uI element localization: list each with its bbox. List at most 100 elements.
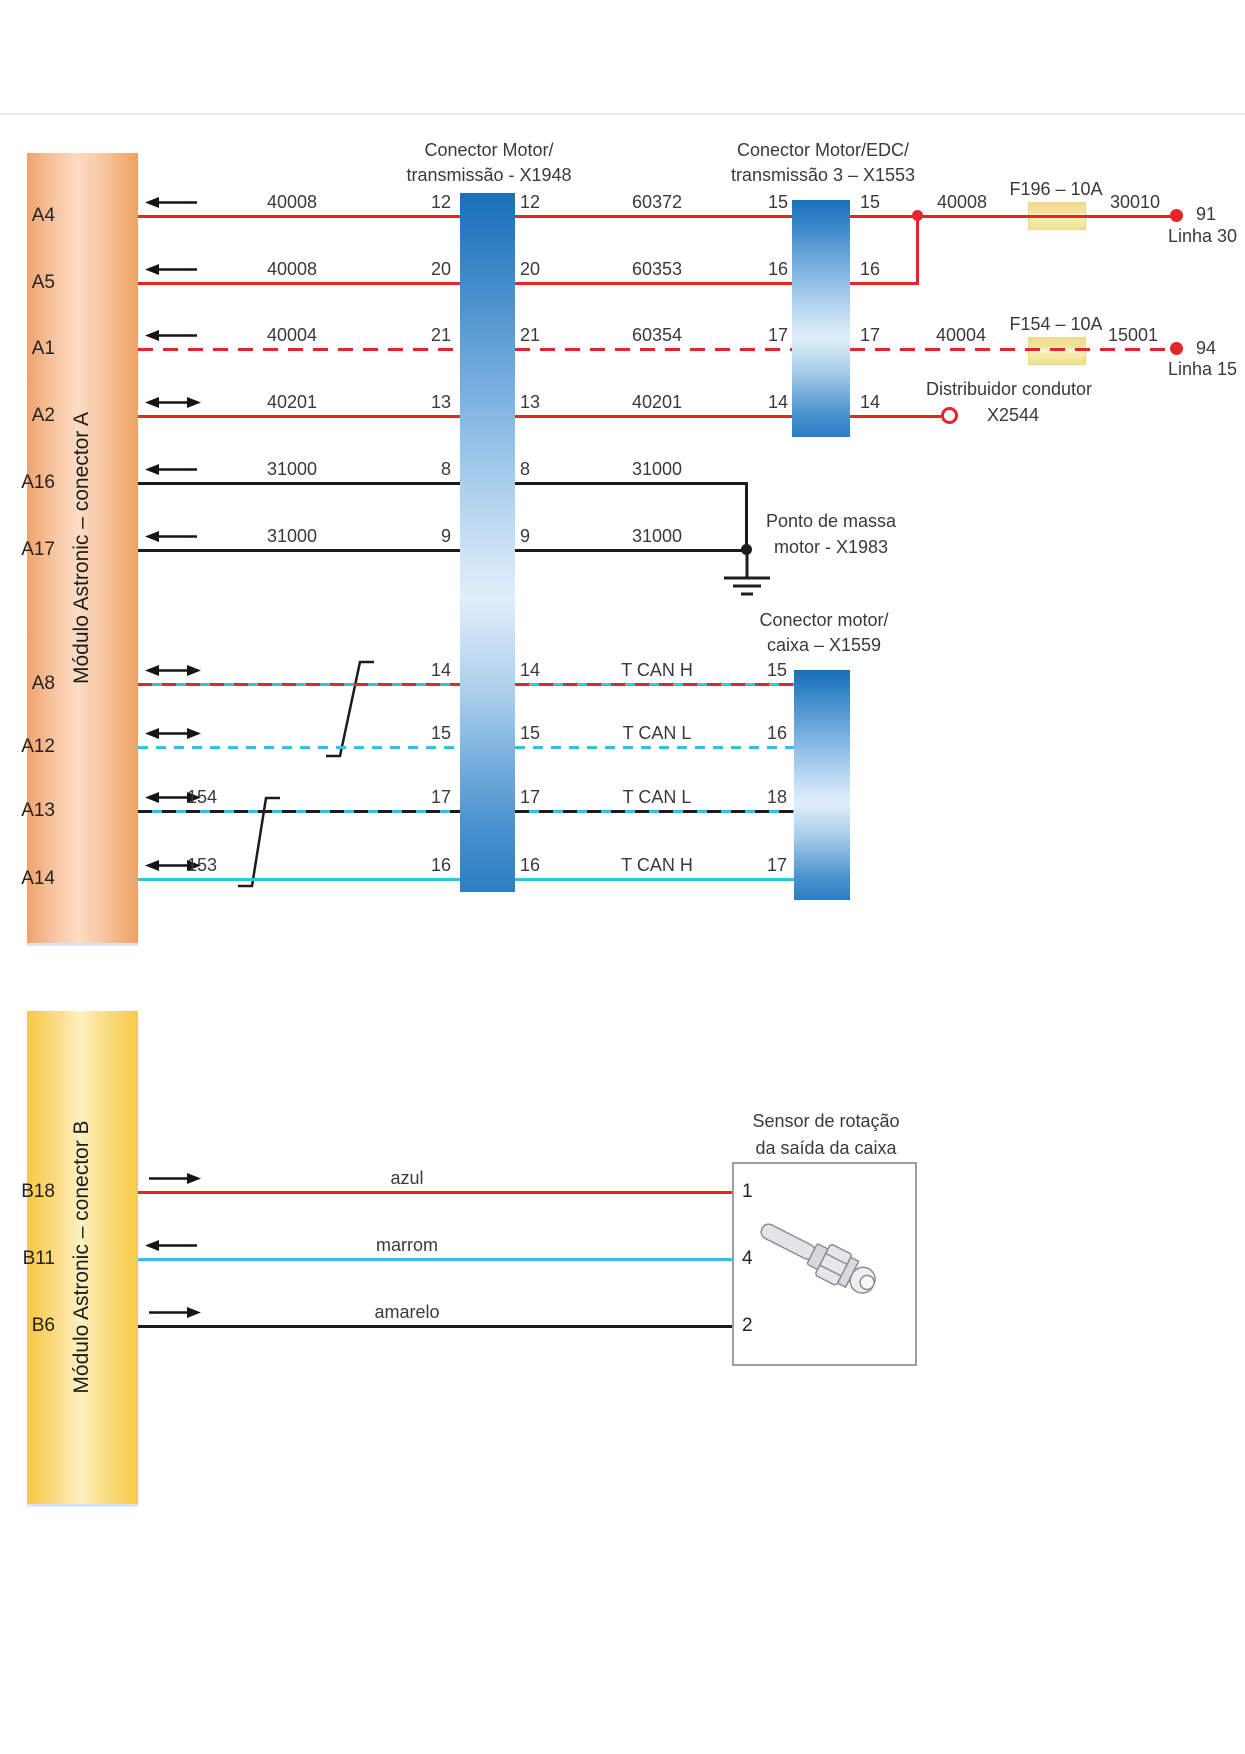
- module-a-pin-label: A4: [31, 205, 55, 226]
- pin-number-x1948-left: 20: [430, 259, 451, 279]
- connector-x1553-title: transmissão 3 – X1553: [730, 165, 916, 185]
- module-a-pin-label: A17: [21, 539, 55, 560]
- sensor-pin-label: 4: [742, 1248, 753, 1269]
- wire-name-label: 60354: [631, 325, 683, 345]
- pin-number-x1948-left: 16: [430, 855, 451, 875]
- wire-a8-module-segment: [138, 682, 460, 686]
- wire-a1-right-segment: [850, 347, 1172, 351]
- wire-a1-module-segment: [138, 347, 460, 351]
- module-b-bar: [27, 1011, 138, 1507]
- wire-a13-module-segment: [138, 809, 460, 813]
- module-a-pin-label: A14: [21, 868, 55, 889]
- module-a-label: Módulo Astronic – conector A: [70, 412, 93, 684]
- wire-number-label: 40004: [935, 325, 987, 345]
- pin-number-x1948-right: 13: [520, 392, 541, 412]
- pin-number-x1948-left: 8: [440, 459, 451, 479]
- distributor-code-label: X2544: [986, 405, 1040, 425]
- sensor-box: [732, 1162, 917, 1366]
- pin-number-x1948-right: 14: [520, 660, 541, 680]
- twisted-pair-marker: [326, 660, 374, 758]
- pin-number-x1553-right: 15: [860, 192, 881, 212]
- distributor-label: Distribuidor condutor: [925, 379, 1093, 399]
- wire-name-label: 60353: [631, 259, 683, 279]
- terminal-91-label: 91: [1196, 204, 1217, 224]
- connector-x1559-title: Conector motor/: [759, 610, 889, 630]
- pin-number-x1948-right: 17: [520, 787, 541, 807]
- fuse-f154-label: F154 – 10A: [1009, 314, 1103, 334]
- pin-number-x1948-right: 16: [520, 855, 541, 875]
- wire-a16-module-segment: [138, 481, 460, 485]
- module-a-pin-label: A5: [31, 272, 55, 293]
- pin-number-x1553-left: 15: [767, 192, 788, 212]
- wire-a5-mid-segment: [515, 281, 792, 285]
- pin-number-x1553-right: 16: [860, 259, 881, 279]
- both-arrow-icon: [145, 792, 201, 803]
- wire-number-label: 31000: [266, 526, 318, 546]
- module-a-pin-label: A8: [31, 673, 55, 694]
- wire-branch-vertical: [916, 216, 919, 283]
- connector-x1553-bar: [792, 200, 850, 437]
- wire-name-label: 31000: [631, 526, 683, 546]
- wire-a2-mid-segment: [515, 414, 792, 418]
- fuse-f154: [1028, 337, 1086, 365]
- module-a-pin-label: A1: [31, 338, 55, 359]
- connector-terminal-x2544-icon: [941, 407, 958, 424]
- wire-number-label: 31000: [266, 459, 318, 479]
- pin-number-x1948-right: 21: [520, 325, 541, 345]
- left-arrow-icon: [145, 197, 197, 208]
- terminal-94-label: 94: [1196, 338, 1217, 358]
- right-arrow-icon: [149, 1173, 201, 1184]
- twisted-pair-marker: [238, 796, 280, 888]
- module-a-pin-label: A13: [21, 800, 55, 821]
- pin-number-x1553-left: 16: [767, 259, 788, 279]
- wire-b11-segment: [138, 1257, 732, 1261]
- module-a-bar: [27, 153, 138, 946]
- wire-a5-module-segment: [138, 281, 460, 285]
- wire-a5-right-segment: [850, 281, 919, 285]
- wire-a8-mid-segment: [515, 682, 794, 686]
- connector-x1553-title: Conector Motor/EDC/: [736, 140, 910, 160]
- wire-b18-segment: [138, 1190, 732, 1194]
- wire-a1-mid-segment: [515, 347, 792, 351]
- wire-number-label: 40201: [266, 392, 318, 412]
- both-arrow-icon: [145, 728, 201, 739]
- wire-a12-mid-segment: [515, 745, 794, 749]
- wire-a17-module-segment: [138, 548, 460, 552]
- ground-symbol-icon: [724, 549, 770, 596]
- wire-a2-right-segment: [850, 414, 941, 418]
- wire-name-label: T CAN L: [622, 787, 692, 807]
- wire-name-label: 60372: [631, 192, 683, 212]
- wire-a14-module-segment: [138, 877, 460, 881]
- module-b-pin-label: B6: [31, 1315, 55, 1336]
- pin-number-x1948-left: 9: [440, 526, 451, 546]
- wire-a12-module-segment: [138, 745, 460, 749]
- module-a-pin-label: A16: [21, 472, 55, 493]
- sensor-pin-label: 1: [742, 1181, 753, 1202]
- terminal-dot-94: [1170, 342, 1183, 355]
- wire-a17-mid-segment: [515, 548, 748, 552]
- right-arrow-icon: [149, 1307, 201, 1318]
- module-b-pin-label: B11: [22, 1248, 55, 1269]
- sensor-title: da saída da caixa: [755, 1138, 897, 1158]
- wire-number-label: 15001: [1107, 325, 1159, 345]
- pin-number-x1948-right: 20: [520, 259, 541, 279]
- pin-number-x1948-left: 17: [430, 787, 451, 807]
- wire-a4-mid-segment: [515, 214, 792, 218]
- pin-number-x1948-right: 15: [520, 723, 541, 743]
- connector-x1559-bar: [794, 670, 850, 900]
- left-arrow-icon: [145, 264, 197, 275]
- both-arrow-icon: [145, 665, 201, 676]
- wire-number-label: 154: [186, 787, 218, 807]
- wire-color-label: azul: [390, 1168, 424, 1188]
- pin-number-x1553-left: 17: [767, 325, 788, 345]
- pin-number-x1948-left: 12: [430, 192, 451, 212]
- both-arrow-icon: [145, 397, 201, 408]
- pin-number-x1948-right: 9: [520, 526, 531, 546]
- pin-number-x1948-left: 21: [430, 325, 451, 345]
- pin-number-x1559-left: 15: [766, 660, 787, 680]
- pin-number-x1559-left: 16: [766, 723, 787, 743]
- terminal-dot-91: [1170, 209, 1183, 222]
- connector-x1948-bar: [460, 193, 515, 892]
- connector-x1948-title: transmissão - X1948: [406, 165, 572, 185]
